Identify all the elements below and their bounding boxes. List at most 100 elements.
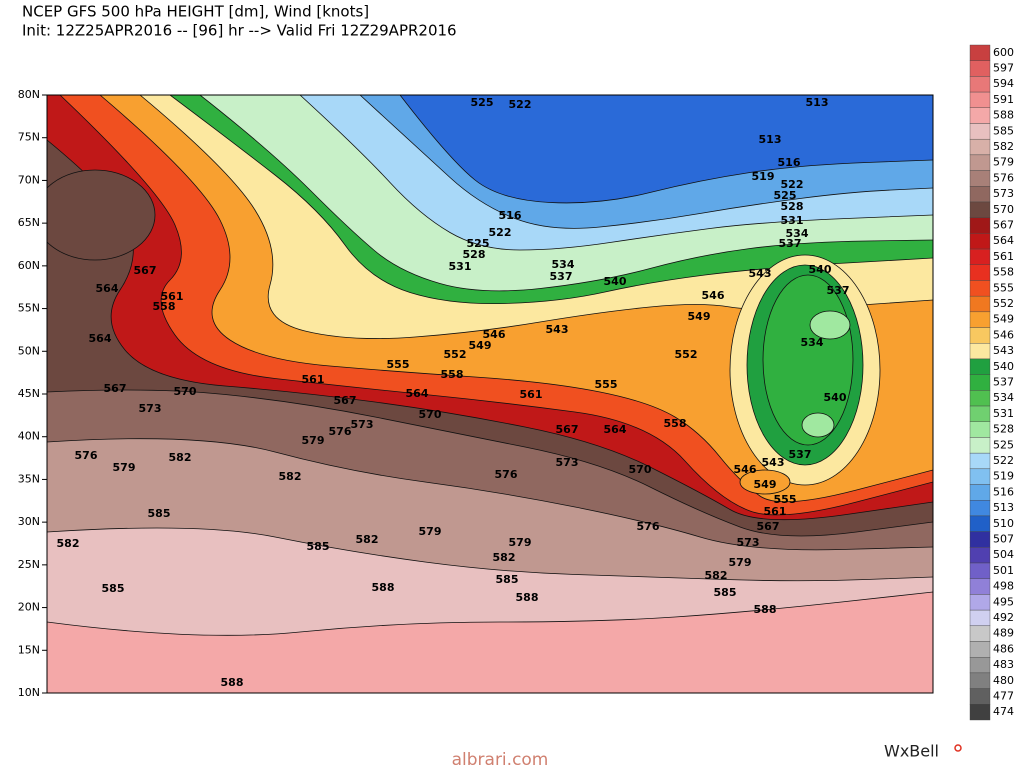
contour-label: 537 <box>550 270 573 283</box>
colorbar-swatch <box>969 672 991 689</box>
contour-label: 522 <box>489 226 512 239</box>
contour-line <box>399 95 933 204</box>
contour-label: 576 <box>495 468 518 481</box>
colorbar-label: 507 <box>993 532 1014 545</box>
colorbar-swatch <box>969 44 991 61</box>
title: NCEP GFS 500 hPa HEIGHT [dm], Wind [knot… <box>22 3 369 21</box>
contour-line <box>47 438 933 551</box>
contour-label: 546 <box>483 328 506 341</box>
colorbar-swatch <box>969 688 991 705</box>
latitude-label: 45N <box>18 387 40 400</box>
colorbar-swatch <box>969 311 991 328</box>
colorbar-swatch <box>969 60 991 77</box>
colorbar-label: 531 <box>993 407 1014 420</box>
colorbar-swatch <box>969 578 991 595</box>
colorbar-swatch <box>969 641 991 658</box>
contour-label: 582 <box>57 537 80 550</box>
colorbar-swatch <box>969 248 991 265</box>
colorbar-label: 483 <box>993 658 1014 671</box>
contour-label: 555 <box>774 493 797 506</box>
contour-label: 534 <box>786 227 809 240</box>
contour-label: 570 <box>629 463 652 476</box>
contour-label: 549 <box>469 339 492 352</box>
colorbar-swatch <box>969 452 991 470</box>
latitude-label: 75N <box>18 131 40 144</box>
contour-label: 513 <box>759 133 782 146</box>
contour-label: 561 <box>520 388 543 401</box>
colorbar-swatch <box>969 562 991 579</box>
colorbar-swatch <box>969 609 991 627</box>
contour-label: 534 <box>552 258 575 271</box>
colorbar-label: 552 <box>993 297 1014 310</box>
latitude-label: 25N <box>18 558 40 571</box>
contour-label: 573 <box>139 402 162 415</box>
colorbar-label: 600 <box>993 46 1014 59</box>
colorbar-label: 597 <box>993 62 1014 75</box>
contour-label: 576 <box>329 425 352 438</box>
colorbar-swatch <box>969 625 991 642</box>
map: 525 522 5135135165195225255285315345375165… <box>46 94 934 694</box>
contour-label: 567 <box>334 394 357 407</box>
brand-logo: WxBell <box>884 742 939 761</box>
contour-label: 585 <box>307 540 330 553</box>
latitude-label: 60N <box>18 259 40 272</box>
site-watermark: albrari.com <box>452 750 549 768</box>
colorbar-swatch <box>969 138 991 156</box>
colorbar-label: 564 <box>993 234 1014 247</box>
colorbar-swatch <box>969 201 991 218</box>
colorbar-swatch <box>969 547 991 564</box>
contour-label: 543 <box>546 323 569 336</box>
colorbar-swatch <box>969 500 991 517</box>
contour-line <box>47 527 933 582</box>
colorbar-swatch <box>969 327 991 344</box>
contour-label: 588 <box>372 581 395 594</box>
contour-label: 582 <box>279 470 302 483</box>
colorbar-label: 555 <box>993 281 1014 294</box>
colorbar-swatch <box>969 264 991 281</box>
latitude-label: 20N <box>18 601 40 614</box>
contour-label: 588 <box>516 591 539 604</box>
contour-label: 573 <box>351 418 374 431</box>
colorbar-swatch <box>969 186 991 203</box>
colorbar-label: 561 <box>993 250 1014 263</box>
contour-label: 582 <box>356 533 379 546</box>
contour-line <box>299 95 933 251</box>
contour-label: 579 <box>509 536 532 549</box>
contour-label: 525 <box>471 96 494 109</box>
contour-label: 558 <box>441 368 464 381</box>
contour-label: 585 <box>148 507 171 520</box>
contour-label: 513 <box>806 96 829 109</box>
colorbar-label: 576 <box>993 171 1014 184</box>
contour-line <box>99 95 933 503</box>
colorbar-swatch <box>969 91 991 108</box>
colorbar-label: 567 <box>993 219 1014 232</box>
contour-line <box>59 95 933 516</box>
colorbar-label: 540 <box>993 360 1014 373</box>
colorbar-label: 480 <box>993 674 1014 687</box>
colorbar-label: 486 <box>993 642 1014 655</box>
contour-line <box>47 389 933 537</box>
contour-label: 561 <box>764 505 787 518</box>
colorbar-label: 591 <box>993 93 1014 106</box>
colorbar-label: 489 <box>993 627 1014 640</box>
contour-label: 543 <box>762 456 785 469</box>
colorbar-swatch <box>969 390 991 407</box>
colorbar-label: 582 <box>993 140 1014 153</box>
contour-label: 567 <box>134 264 157 277</box>
height-cell <box>809 310 851 340</box>
contour-label: 525 <box>774 189 797 202</box>
colorbar-swatch <box>969 233 991 250</box>
colorbar-swatch <box>969 437 991 454</box>
contour-label: 570 <box>419 408 442 421</box>
colorbar-swatch <box>969 657 991 674</box>
contour-label: 525 <box>467 237 490 250</box>
contour-label: 585 <box>102 582 125 595</box>
colorbar-label: 543 <box>993 344 1014 357</box>
brand-dot <box>954 744 962 752</box>
contour-label: 579 <box>113 461 136 474</box>
colorbar-label: 585 <box>993 124 1014 137</box>
contour-label: 537 <box>779 237 802 250</box>
colorbar-swatch <box>969 358 991 375</box>
height-cell <box>739 469 791 495</box>
